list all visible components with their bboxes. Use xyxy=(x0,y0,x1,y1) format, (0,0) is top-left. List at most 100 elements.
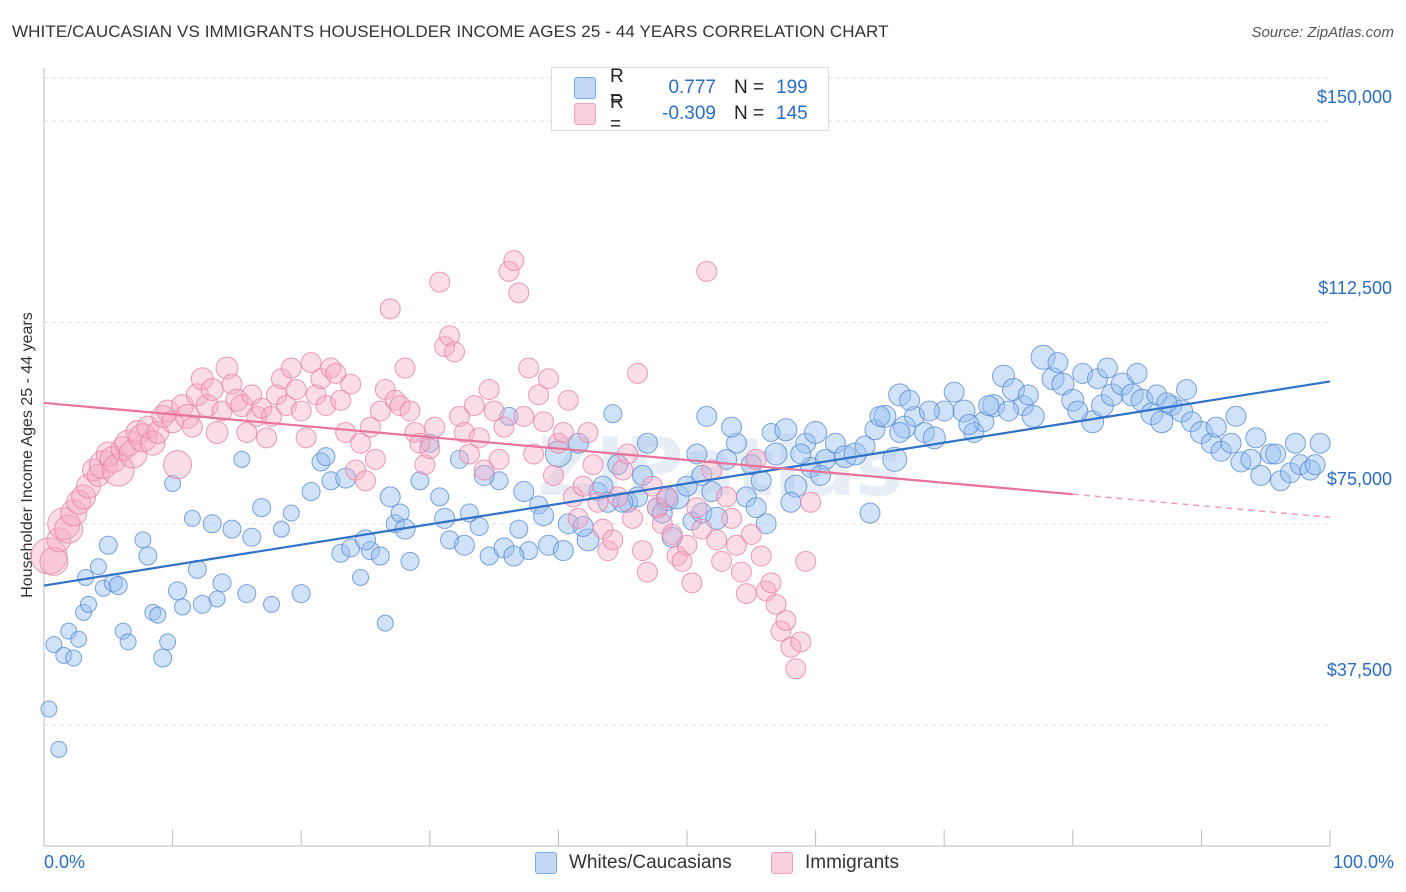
whites-point xyxy=(1156,392,1178,414)
immigrants-point xyxy=(215,356,239,380)
whites-point xyxy=(1021,404,1045,428)
whites-point xyxy=(390,503,410,523)
immigrants-trend-line xyxy=(43,401,1073,496)
whites-point xyxy=(65,649,83,667)
immigrants-point xyxy=(691,518,713,540)
whites-point xyxy=(50,740,68,758)
whites-point xyxy=(134,531,152,549)
whites-point xyxy=(1067,400,1089,422)
immigrants-point xyxy=(66,489,92,515)
whites-point xyxy=(376,614,394,632)
immigrants-point xyxy=(542,464,564,486)
whites-point xyxy=(94,579,112,597)
immigrants-point xyxy=(54,514,84,544)
immigrants-point xyxy=(424,416,446,438)
immigrants-point xyxy=(110,436,136,462)
legend-label-immigrants: Immigrants xyxy=(805,852,899,873)
whites-point xyxy=(144,603,162,621)
whites-point xyxy=(282,504,300,522)
whites-point xyxy=(114,622,132,640)
immigrants-point xyxy=(676,534,698,556)
immigrants-point xyxy=(735,583,757,605)
immigrants-point xyxy=(205,420,229,444)
immigrants-point xyxy=(656,486,678,508)
whites-point xyxy=(864,419,886,441)
whites-point xyxy=(1245,427,1267,449)
whites-point xyxy=(888,383,912,407)
whites-point xyxy=(755,513,777,535)
immigrants-point xyxy=(394,357,416,379)
whites-swatch xyxy=(574,77,596,99)
whites-point xyxy=(952,399,976,423)
immigrants-point xyxy=(760,572,782,594)
whites-point xyxy=(449,449,469,469)
immigrants-point xyxy=(280,357,302,379)
whites-point xyxy=(291,584,311,604)
legend-item-immigrants: Immigrants xyxy=(771,852,899,874)
immigrants-point xyxy=(236,421,258,443)
immigrants-point xyxy=(389,395,411,417)
immigrants-point xyxy=(523,443,545,465)
whites-point xyxy=(978,395,1000,417)
whites-point xyxy=(992,364,1016,388)
immigrants-point xyxy=(285,378,307,400)
whites-point xyxy=(533,505,555,527)
immigrants-point xyxy=(503,250,525,272)
whites-point xyxy=(761,422,781,442)
whites-point xyxy=(810,464,832,486)
immigrants-point xyxy=(39,546,69,576)
immigrants-point xyxy=(607,486,629,508)
immigrants-point xyxy=(765,593,787,615)
whites-point xyxy=(183,509,201,527)
whites-point xyxy=(1176,378,1198,400)
immigrants-point xyxy=(557,389,579,411)
immigrants-point xyxy=(622,507,644,529)
whites-point xyxy=(89,558,107,576)
immigrants-point xyxy=(790,631,812,653)
whites-point xyxy=(1225,405,1247,427)
whites-point xyxy=(1250,464,1272,486)
immigrants-point xyxy=(538,368,560,390)
source-label: Source: ZipAtlas.com xyxy=(1251,24,1394,41)
immigrants-point xyxy=(256,427,278,449)
whites-point xyxy=(696,405,718,427)
whites-point xyxy=(212,573,232,593)
whites-point xyxy=(153,648,173,668)
immigrants-point xyxy=(775,609,797,631)
whites-point xyxy=(552,540,574,562)
whites-point xyxy=(933,400,955,422)
whites-point xyxy=(473,464,495,486)
immigrants-point xyxy=(750,545,772,567)
immigrants-point xyxy=(399,400,421,422)
immigrants-point xyxy=(721,507,743,529)
immigrants-point xyxy=(671,550,693,572)
whites-point xyxy=(943,381,965,403)
whites-point xyxy=(790,443,812,465)
whites-point xyxy=(108,576,128,596)
whites-point xyxy=(899,389,921,411)
immigrants-point xyxy=(631,540,653,562)
whites-point xyxy=(149,606,167,624)
chart-title: WHITE/CAUCASIAN VS IMMIGRANTS HOUSEHOLDE… xyxy=(12,22,889,41)
whites-point xyxy=(208,590,226,608)
immigrants-point xyxy=(478,378,500,400)
immigrants-point xyxy=(597,540,619,562)
immigrants-point xyxy=(473,459,495,481)
whites-point xyxy=(859,502,881,524)
legend-item-whites: Whites/Caucasians xyxy=(535,852,732,874)
immigrants-point xyxy=(419,438,441,460)
whites-point xyxy=(1309,432,1331,454)
whites-point xyxy=(252,498,272,518)
immigrants-point xyxy=(434,336,456,358)
whites-point xyxy=(164,474,182,492)
immigrants-point xyxy=(181,416,203,438)
whites-point xyxy=(233,450,251,468)
whites-point xyxy=(918,400,940,422)
immigrants-point xyxy=(439,325,461,347)
immigrants-point xyxy=(508,282,530,304)
whites-point xyxy=(237,584,257,604)
whites-point xyxy=(75,603,93,621)
r-value: 0.777 xyxy=(668,77,716,98)
immigrants-swatch xyxy=(771,852,793,874)
whites-point xyxy=(1240,448,1262,470)
